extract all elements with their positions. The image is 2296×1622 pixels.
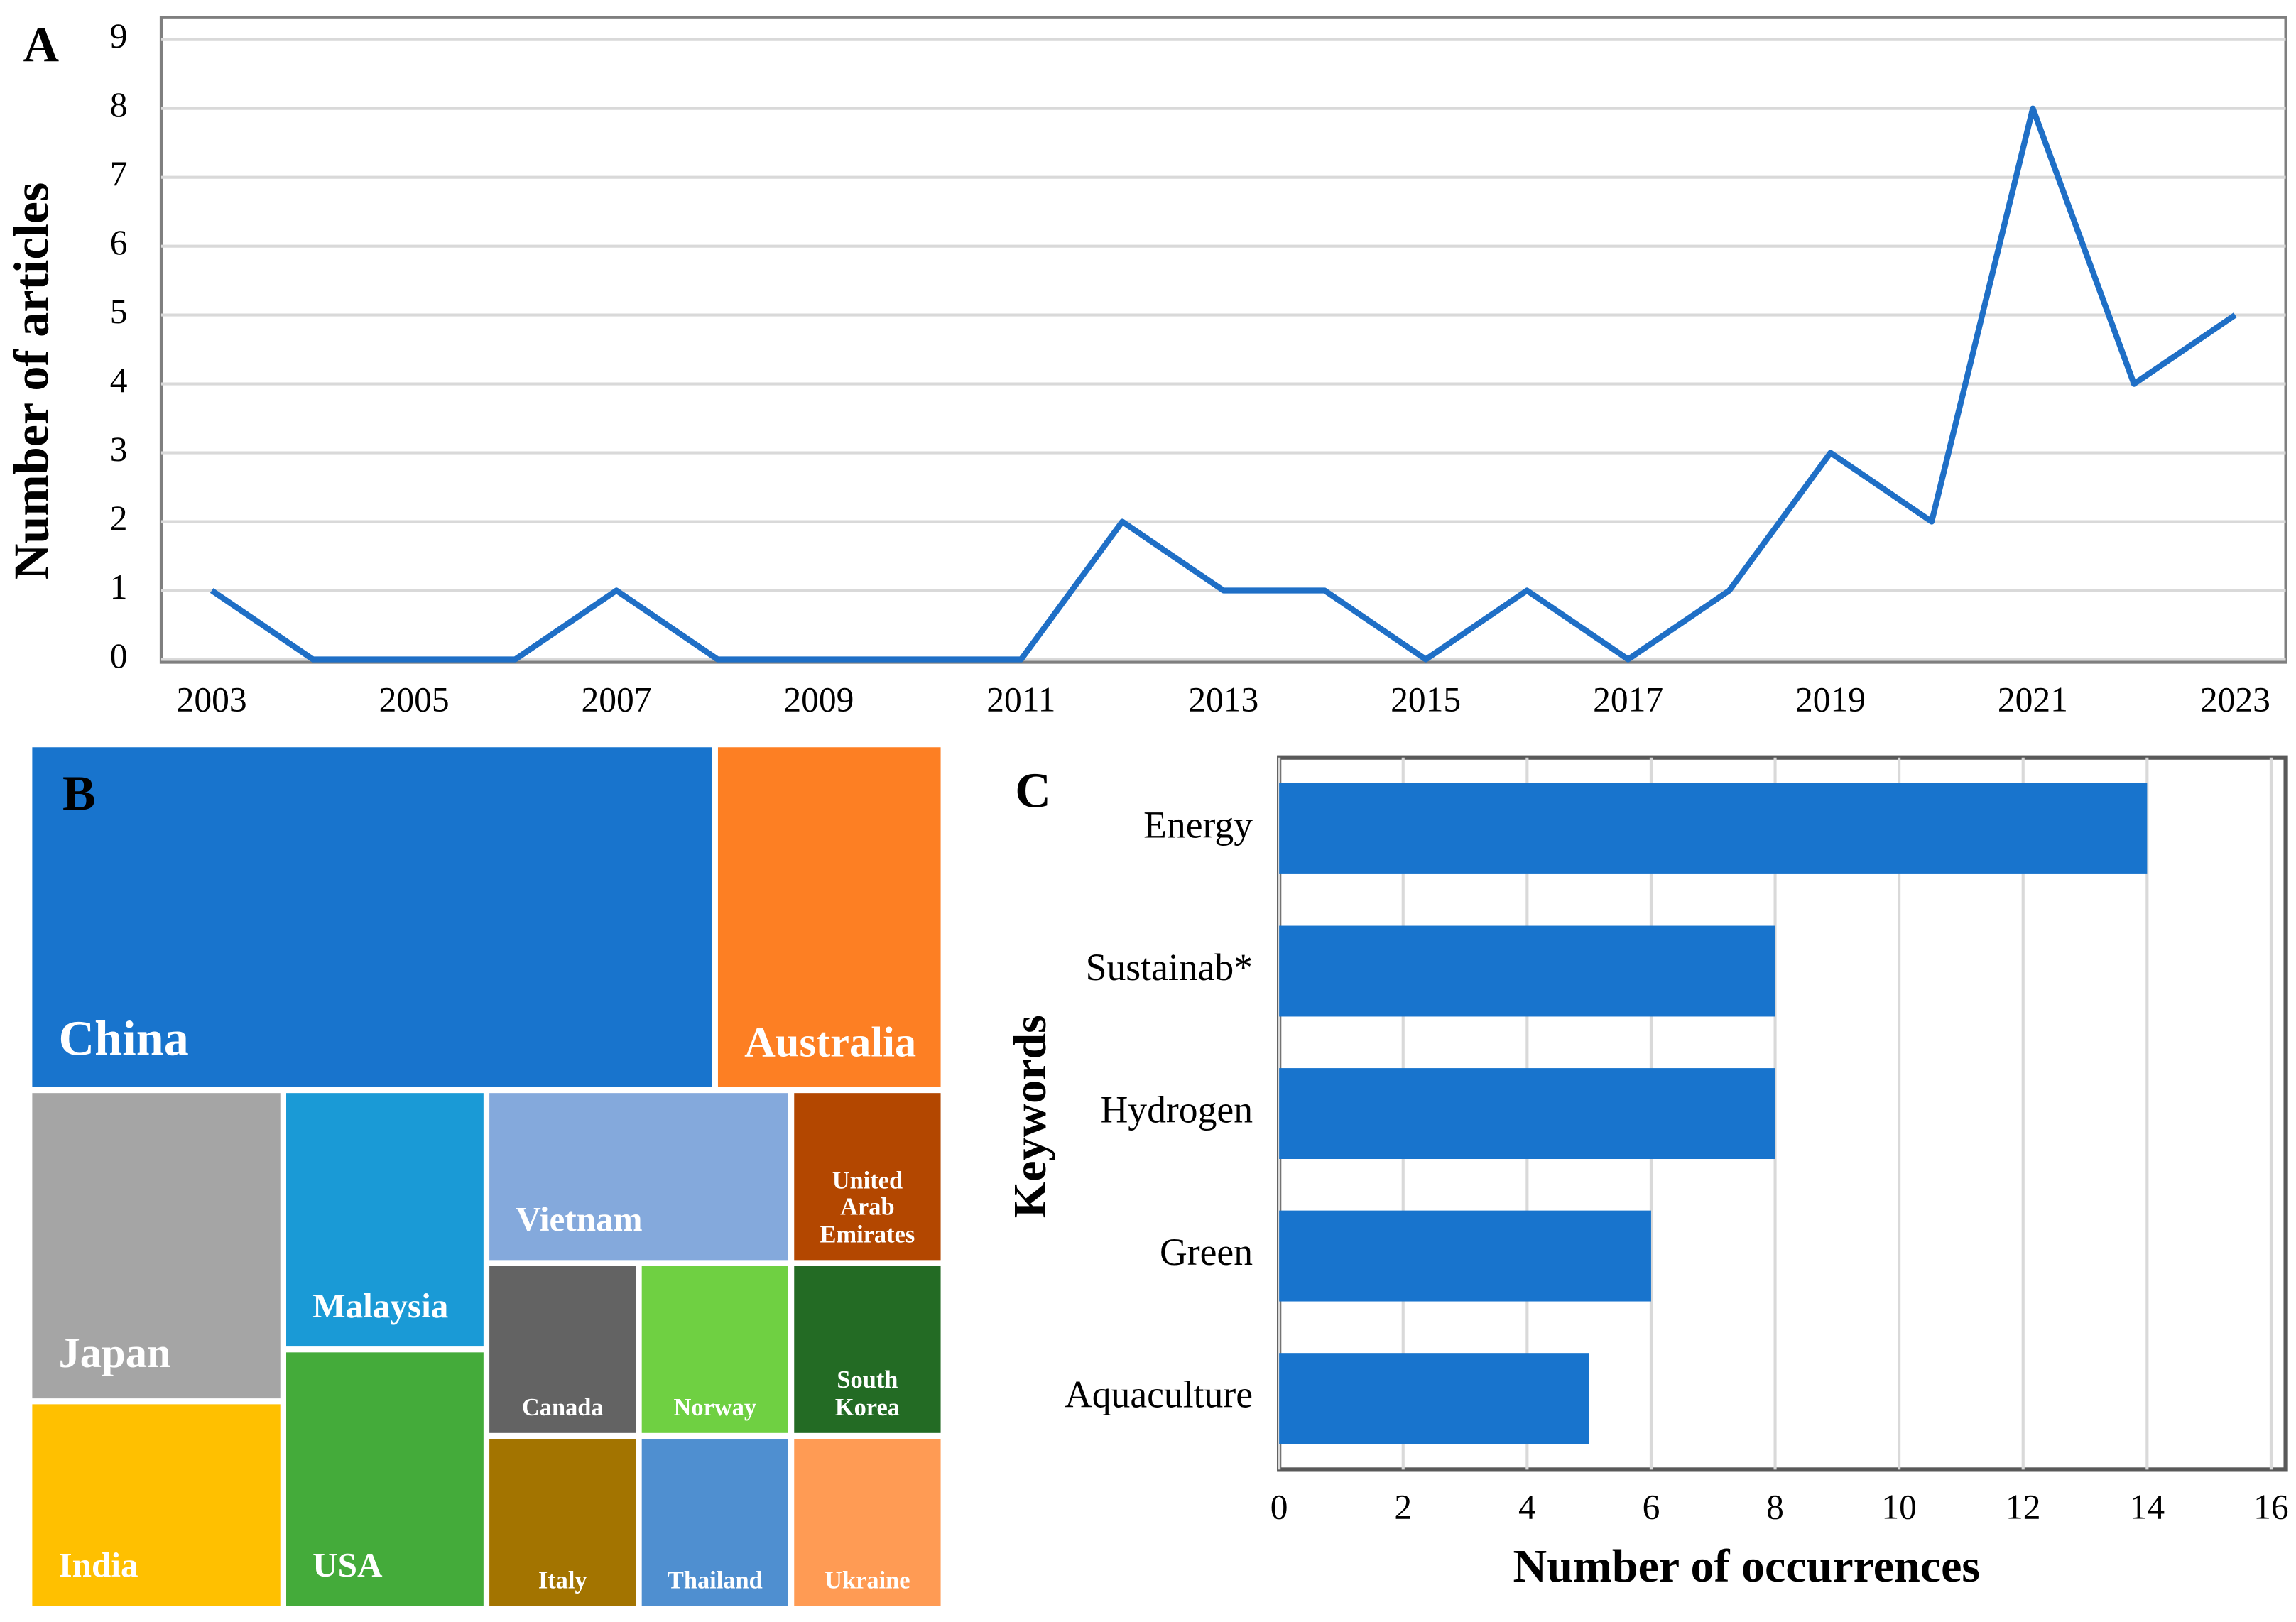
cell-label: Ukraine <box>825 1565 910 1594</box>
y-tick-label: 5 <box>110 292 128 331</box>
cell-label-box: India <box>58 1547 138 1585</box>
panel-label: C <box>1015 763 1051 818</box>
treemap-cell <box>32 747 712 1087</box>
x-tick-label: 8 <box>1766 1488 1784 1527</box>
y-tick-label: 7 <box>110 154 128 193</box>
x-tick-label: 2011 <box>986 680 1055 719</box>
cell-label: India <box>58 1547 138 1585</box>
line <box>210 105 2237 663</box>
x-tick-label: 2019 <box>1795 680 1866 719</box>
x-tick-label: 14 <box>2130 1488 2165 1527</box>
x-tick-label: 2015 <box>1391 680 1461 719</box>
x-tick-label: 2 <box>1394 1488 1412 1527</box>
cell-label-box: Norway <box>673 1393 757 1421</box>
y-tick-label: 2 <box>110 499 128 538</box>
x-tick-label: 2005 <box>379 680 450 719</box>
y-tick-label: 9 <box>110 16 128 55</box>
y-tick-label: 8 <box>110 85 128 124</box>
x-tick-label: 2007 <box>582 680 652 719</box>
cell-label-box: Japan <box>58 1330 171 1378</box>
cell-label-box: Canada <box>521 1393 604 1421</box>
x-tick-label: 2017 <box>1593 680 1663 719</box>
y-tick-label: 1 <box>110 567 128 606</box>
cell-label: Italy <box>538 1565 587 1594</box>
x-tick-label: 2013 <box>1188 680 1258 719</box>
bar <box>1279 1353 1589 1444</box>
x-tick-label: 2009 <box>783 680 854 719</box>
y-tick-label: 0 <box>110 636 128 675</box>
treemap-cell <box>489 1093 788 1261</box>
y-tick-label: Hydrogen <box>1101 1088 1253 1131</box>
treemap-cell <box>32 1404 281 1606</box>
treemap-cell <box>641 1266 788 1433</box>
x-axis-title: Number of occurrences <box>1513 1540 1981 1592</box>
bar <box>1279 1210 1651 1302</box>
cell-label: South Korea <box>834 1366 900 1421</box>
panel-label: B <box>62 766 96 822</box>
panel-label: A <box>23 17 59 72</box>
cell-label-box: Ukraine <box>825 1565 910 1594</box>
cell-label-box: Malaysia <box>312 1288 449 1326</box>
cell-label-box: Australia <box>744 1019 917 1067</box>
cell-label-box: USA <box>312 1547 383 1585</box>
cell-label-box: United Arab Emirates <box>820 1166 915 1248</box>
cell-label: Australia <box>744 1019 917 1067</box>
cell-label: Malaysia <box>312 1288 449 1326</box>
treemap-cell <box>641 1439 788 1606</box>
x-tick-label: 2023 <box>2200 680 2270 719</box>
cell-label: Vietnam <box>516 1201 643 1240</box>
cell-label-box: South Korea <box>834 1366 900 1421</box>
y-tick-label: 6 <box>110 223 128 262</box>
treemap-cell <box>286 1352 484 1606</box>
y-tick-label: Energy <box>1143 803 1253 846</box>
y-tick-label: 3 <box>110 430 128 469</box>
cell-label-box: Vietnam <box>516 1201 643 1240</box>
treemap-cell <box>717 747 941 1087</box>
y-axis-title: Keywords <box>1004 1015 1056 1218</box>
cell-label: Thailand <box>667 1565 763 1594</box>
y-tick-label: 4 <box>110 361 128 400</box>
treemap-cell <box>489 1439 636 1606</box>
cell-label-box: Italy <box>538 1565 587 1594</box>
x-tick-label: 4 <box>1518 1488 1536 1527</box>
bar <box>1279 783 2148 874</box>
y-tick-label: Aquaculture <box>1065 1373 1253 1415</box>
cell-label: United Arab Emirates <box>820 1166 915 1248</box>
treemap-cell <box>794 1439 941 1606</box>
treemap-cell <box>794 1266 941 1433</box>
bar <box>1279 1068 1775 1160</box>
y-tick-label: Green <box>1160 1231 1253 1273</box>
x-tick-label: 0 <box>1271 1488 1288 1527</box>
x-tick-label: 6 <box>1643 1488 1660 1527</box>
x-tick-label: 16 <box>2253 1488 2288 1527</box>
treemap-cell <box>286 1093 484 1347</box>
y-axis-title: Number of articles <box>4 183 60 580</box>
cell-label: Japan <box>58 1330 171 1378</box>
cell-label: China <box>58 1011 189 1067</box>
x-tick-label: 2003 <box>177 680 247 719</box>
bar <box>1279 925 1775 1017</box>
plot-frame <box>159 16 2287 664</box>
cell-label: Norway <box>673 1393 757 1421</box>
x-tick-label: 2021 <box>1998 680 2068 719</box>
treemap-cell <box>32 1093 281 1399</box>
cell-label-box: Thailand <box>667 1565 763 1594</box>
treemap-cell <box>489 1266 636 1433</box>
y-tick-label: Sustainab* <box>1086 946 1253 989</box>
cell-label: Canada <box>521 1393 604 1421</box>
cell-label: USA <box>312 1547 383 1585</box>
x-tick-label: 12 <box>2006 1488 2041 1527</box>
cell-label-box: China <box>58 1011 189 1067</box>
treemap-cell <box>794 1093 941 1261</box>
x-tick-label: 10 <box>1881 1488 1917 1527</box>
